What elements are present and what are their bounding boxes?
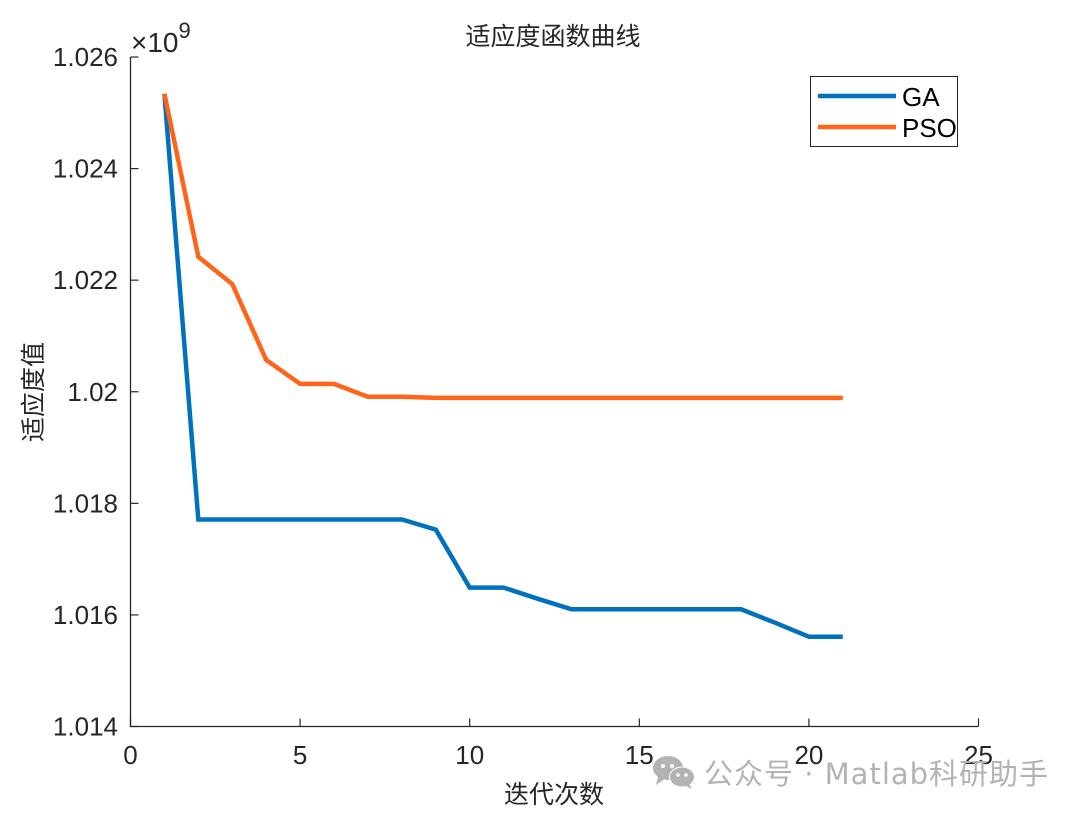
axes bbox=[129, 57, 979, 728]
watermark-text: 公众号 · Matlab科研助手 bbox=[704, 757, 1050, 791]
legend-item-ga: GA bbox=[818, 82, 940, 112]
y-tick-label: 1.014 bbox=[53, 712, 118, 742]
y-tick-label: 1.018 bbox=[53, 488, 118, 518]
y-tick-label: 1.02 bbox=[67, 377, 118, 407]
series-line-pso bbox=[162, 93, 843, 401]
x-tick-label: 0 bbox=[123, 740, 137, 770]
wechat-icon bbox=[652, 755, 696, 789]
legend-box bbox=[810, 76, 958, 147]
y-axis-label: 适应度值 bbox=[19, 342, 48, 442]
y-tick-label: 1.022 bbox=[53, 265, 118, 295]
x-axis-ticks: 0 5 10 15 20 25 bbox=[123, 718, 993, 770]
x-tick-label: 15 bbox=[625, 740, 654, 770]
x-tick-label: 10 bbox=[455, 740, 484, 770]
legend-label-pso: PSO bbox=[902, 113, 957, 143]
legend: GA PSO bbox=[810, 76, 958, 147]
y-tick-label: 1.026 bbox=[53, 42, 118, 72]
x-tick-label: 5 bbox=[293, 740, 307, 770]
series-layer bbox=[162, 93, 843, 639]
y-tick-label: 1.024 bbox=[53, 154, 118, 184]
y-axis-ticks: 1.014 1.016 1.018 1.02 1.022 1.024 1.026 bbox=[53, 42, 139, 742]
legend-item-pso: PSO bbox=[818, 113, 957, 143]
series-line-ga bbox=[162, 93, 843, 639]
x-tick-label: 20 bbox=[794, 740, 823, 770]
svg-text:×109: ×109 bbox=[131, 18, 191, 58]
chart-title: 适应度函数曲线 bbox=[465, 22, 640, 51]
y-exponent-label: ×109 bbox=[131, 18, 191, 58]
legend-label-ga: GA bbox=[902, 82, 940, 112]
watermark: 公众号 · Matlab科研助手 bbox=[652, 752, 1049, 792]
x-axis-label: 迭代次数 bbox=[504, 780, 604, 809]
y-tick-label: 1.016 bbox=[53, 600, 118, 630]
x-tick-label: 25 bbox=[964, 740, 993, 770]
